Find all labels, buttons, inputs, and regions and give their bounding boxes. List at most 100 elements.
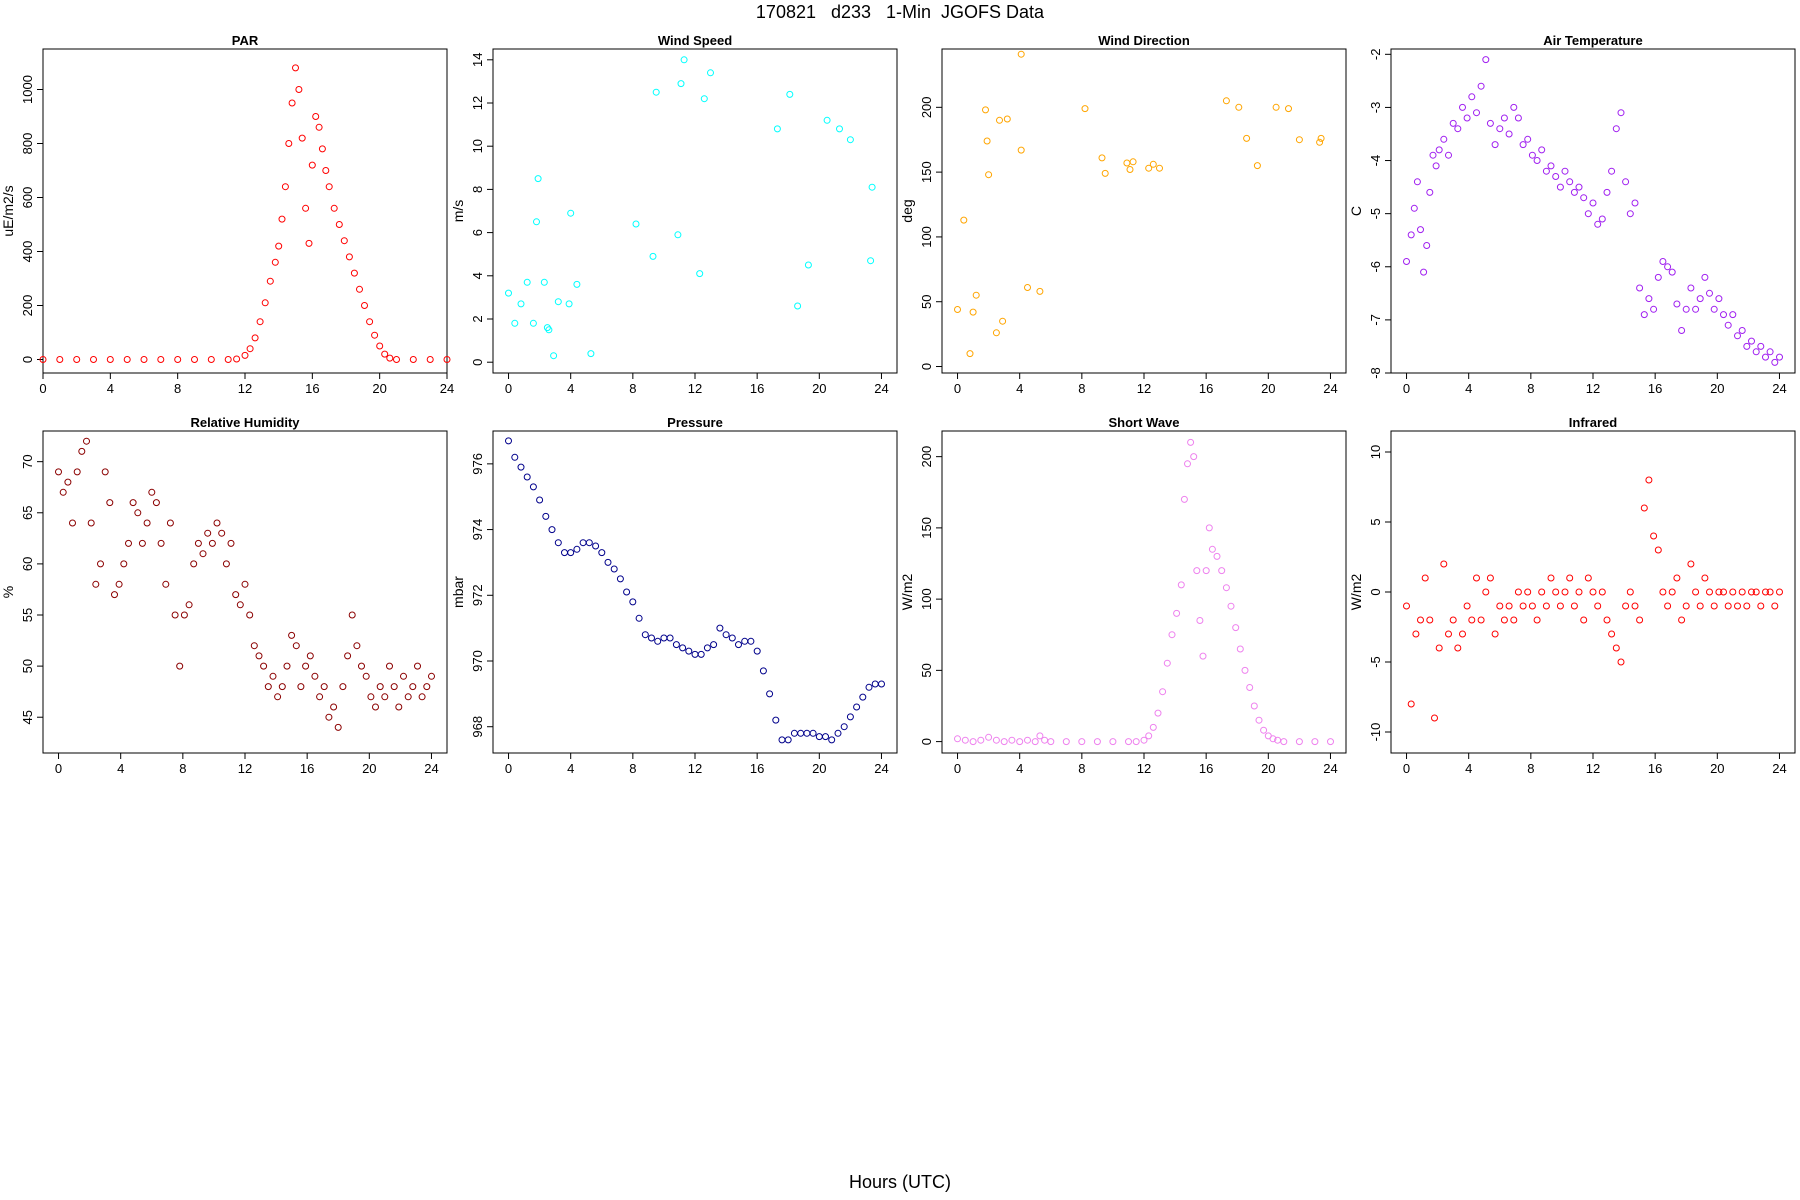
data-point (1449, 616, 1457, 624)
data-point (1024, 736, 1031, 744)
data-point (1538, 588, 1546, 596)
data-point (1570, 602, 1578, 610)
data-point (134, 509, 142, 517)
data-point (1199, 652, 1207, 660)
data-point (208, 539, 216, 547)
data-point (674, 231, 682, 239)
data-point (56, 356, 64, 363)
data-point (255, 652, 263, 660)
y-axis-label: W/m2 (899, 574, 915, 611)
y-tick-label: 8 (470, 186, 485, 193)
data-point (1222, 584, 1230, 592)
chart-panel: Pressure mbar 0 4 8 12 16 20 24 968 970 972 974 976 (450, 415, 898, 776)
data-point (1285, 105, 1292, 113)
data-point (261, 299, 269, 307)
y-tick-label: 600 (20, 187, 35, 209)
data-point (1000, 738, 1008, 746)
data-point (1594, 602, 1602, 610)
data-point (1177, 581, 1185, 589)
data-points (1403, 56, 1783, 366)
data-point (696, 270, 704, 278)
data-point (362, 672, 370, 680)
y-tick-label: 150 (919, 161, 934, 183)
x-tick-label: 20 (1710, 381, 1724, 396)
y-tick-label: 976 (470, 453, 485, 475)
plot-frame (42, 430, 448, 754)
data-point (414, 662, 421, 670)
y-tick-label: 150 (919, 517, 934, 539)
data-point (101, 468, 109, 476)
data-point (804, 261, 812, 269)
data-point (305, 239, 313, 247)
data-point (1668, 268, 1676, 276)
plot-frame (492, 48, 898, 374)
data-point (1412, 630, 1420, 638)
data-point (992, 329, 1000, 337)
data-point (207, 356, 215, 363)
x-tick-label: 12 (1586, 761, 1600, 776)
data-point (423, 683, 431, 691)
data-point (1776, 353, 1783, 361)
data-point (1145, 732, 1153, 740)
data-point (969, 738, 977, 746)
data-point (83, 437, 90, 445)
data-point (534, 175, 542, 183)
data-point (1505, 130, 1513, 138)
data-point (641, 631, 649, 639)
data-point (302, 204, 310, 212)
data-point (1098, 154, 1106, 162)
data-point (1222, 97, 1230, 105)
y-tick-label: 974 (470, 519, 485, 541)
data-point (1556, 602, 1564, 610)
chart-title: Wind Speed (658, 33, 732, 48)
y-tick-label: -2 (1368, 49, 1383, 61)
data-point (992, 736, 1000, 744)
data-point (685, 647, 693, 655)
data-points (1403, 476, 1783, 722)
data-point (1036, 732, 1044, 740)
y-tick-label: 800 (20, 133, 35, 155)
data-point (1202, 567, 1210, 575)
data-point (166, 519, 174, 527)
data-point (700, 95, 708, 103)
data-point (691, 650, 699, 658)
data-point (716, 624, 724, 632)
data-point (1748, 337, 1755, 345)
data-point (654, 637, 662, 645)
chart-panel: Relative Humidity% 0 4 8 12 16 20 24 45 50 55 60 65 7… (0, 415, 448, 776)
data-point (1524, 135, 1532, 143)
data-point (677, 80, 685, 88)
data-point (306, 652, 314, 660)
x-tick-label: 0 (1403, 381, 1410, 396)
data-point (1145, 164, 1153, 172)
data-point (322, 167, 330, 174)
y-axis-label: mbar (450, 576, 466, 608)
y-axis-label: % (0, 586, 16, 598)
data-point (1454, 125, 1462, 133)
data-point (1132, 738, 1140, 746)
y-tick-label: 0 (919, 738, 934, 745)
data-point (1696, 602, 1704, 610)
data-point (517, 300, 525, 308)
data-point (623, 588, 631, 596)
data-point (129, 499, 137, 507)
data-point (1491, 141, 1499, 149)
data-point (954, 306, 961, 313)
data-point (1519, 602, 1527, 610)
data-point (1729, 311, 1737, 319)
data-point (1528, 602, 1536, 610)
data-point (1316, 138, 1324, 146)
data-point (1295, 136, 1303, 144)
data-point (344, 652, 352, 660)
data-point (302, 662, 310, 670)
y-tick-label: 0 (470, 359, 485, 366)
data-point (256, 318, 264, 326)
data-point (367, 693, 375, 701)
data-point (1640, 504, 1648, 512)
data-point (376, 342, 384, 350)
data-point (1622, 178, 1630, 186)
data-point (1706, 588, 1713, 596)
data-point (381, 693, 389, 701)
y-tick-label: 14 (470, 53, 485, 67)
data-point (241, 351, 249, 359)
